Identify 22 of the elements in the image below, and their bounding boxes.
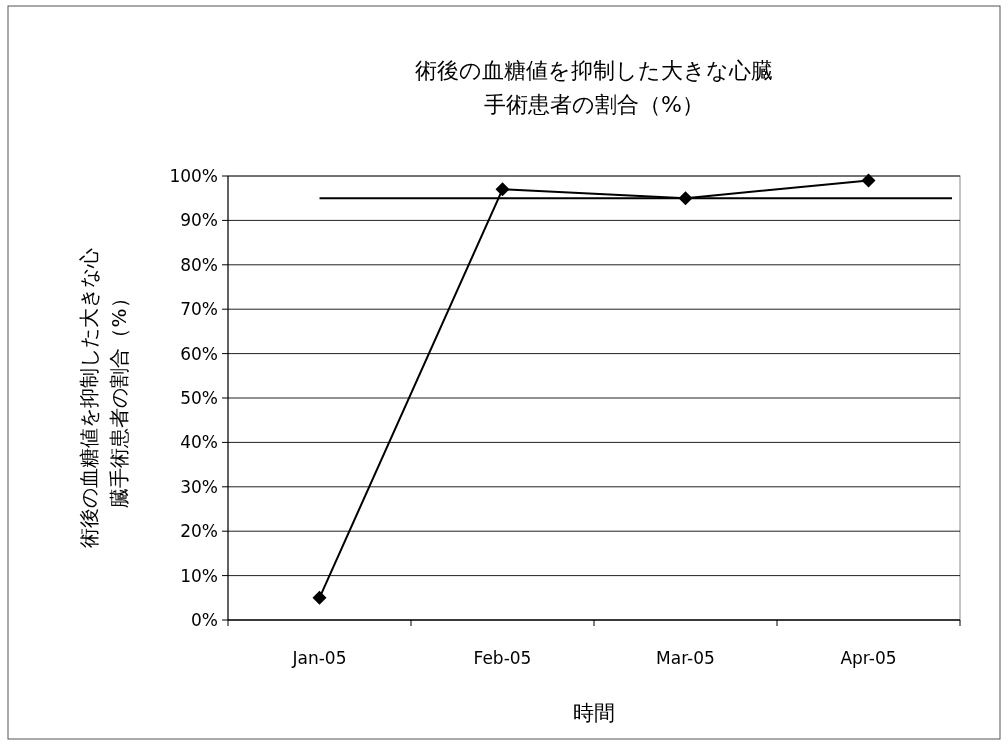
point bbox=[861, 173, 876, 188]
y-tick-label: 30% bbox=[180, 476, 218, 497]
y-tick-label: 80% bbox=[180, 254, 218, 275]
y-axis-title: 術後の血糖値を抑制した大きな心臓手術患者の割合（%） bbox=[77, 248, 131, 548]
x-tick-label: Jan-05 bbox=[291, 648, 347, 668]
y-tick-label: 60% bbox=[180, 343, 218, 364]
point bbox=[678, 191, 693, 206]
x-tick-label: Mar-05 bbox=[656, 648, 715, 668]
y-tick-label: 10% bbox=[180, 565, 218, 586]
chart-title: 術後の血糖値を抑制した大きな心臓手術患者の割合（%） bbox=[415, 58, 773, 117]
point bbox=[312, 590, 327, 605]
y-tick-label: 70% bbox=[180, 299, 218, 320]
point bbox=[495, 182, 510, 197]
y-tick-label: 0% bbox=[191, 610, 218, 630]
x-axis-title: 時間 bbox=[573, 701, 615, 725]
y-tick-label: 40% bbox=[180, 432, 218, 453]
x-tick-label: Apr-05 bbox=[840, 648, 897, 668]
y-tick-label: 100% bbox=[169, 166, 218, 186]
y-tick-label: 90% bbox=[180, 210, 218, 231]
x-tick-label: Feb-05 bbox=[473, 648, 532, 668]
y-tick-label: 50% bbox=[180, 388, 218, 408]
y-tick-label: 20% bbox=[180, 521, 218, 542]
